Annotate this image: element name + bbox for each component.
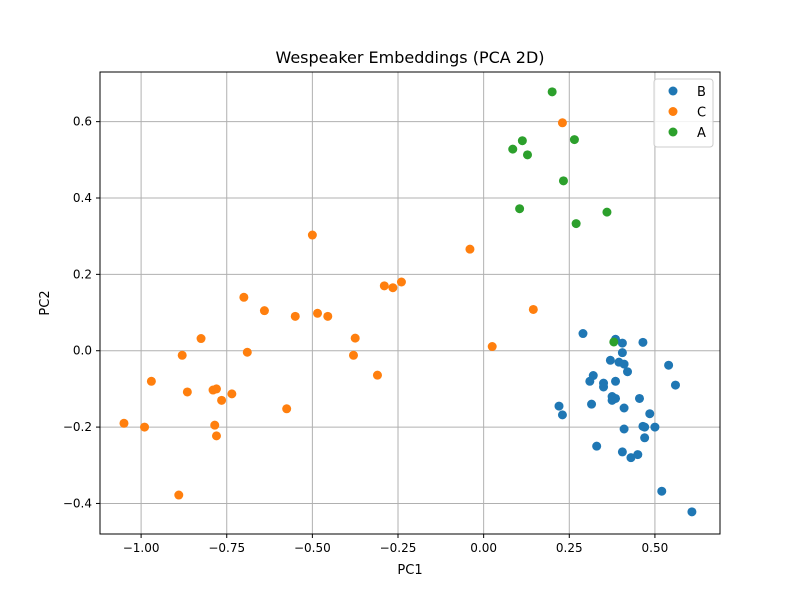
ticks-layer: −1.00 −0.75 −0.50 −0.25 0.00 0.25 0.50 −0.4 −0.2… bbox=[63, 115, 668, 555]
point-series-c bbox=[239, 292, 249, 302]
point-series-c bbox=[140, 422, 150, 432]
legend-label-c: C bbox=[697, 106, 706, 121]
point-series-a bbox=[558, 176, 568, 186]
point-series-c bbox=[388, 283, 398, 293]
point-series-c bbox=[174, 490, 184, 500]
point-series-c bbox=[242, 347, 252, 357]
point-series-b bbox=[650, 422, 660, 432]
points-layer bbox=[119, 87, 697, 517]
legend-marker-a bbox=[668, 127, 678, 137]
point-series-c bbox=[208, 385, 218, 395]
point-series-b bbox=[640, 433, 650, 443]
y-tick-label: 0.2 bbox=[73, 267, 92, 281]
point-series-c bbox=[528, 304, 538, 314]
point-series-b bbox=[578, 329, 588, 339]
point-series-b bbox=[623, 367, 633, 377]
point-series-c bbox=[487, 342, 497, 352]
point-series-a bbox=[547, 87, 557, 97]
point-series-c bbox=[196, 334, 206, 344]
point-series-b bbox=[605, 355, 615, 365]
point-series-a bbox=[571, 219, 581, 229]
point-series-c bbox=[313, 308, 323, 318]
point-series-b bbox=[592, 441, 602, 451]
legend: BCA bbox=[653, 78, 714, 148]
point-series-c bbox=[259, 306, 269, 316]
point-series-b bbox=[633, 450, 643, 460]
legend-marker-c bbox=[668, 107, 678, 116]
legend-marker-b bbox=[668, 86, 678, 96]
x-tick-label: −1.00 bbox=[123, 541, 160, 555]
point-series-b bbox=[611, 376, 621, 386]
point-series-a bbox=[602, 207, 612, 217]
point-series-b bbox=[638, 337, 648, 347]
x-tick-label: 0.25 bbox=[556, 541, 583, 555]
point-series-c bbox=[227, 389, 237, 399]
y-tick-label: −0.2 bbox=[63, 420, 92, 434]
point-series-c bbox=[217, 395, 227, 405]
point-series-b bbox=[635, 393, 645, 403]
point-series-c bbox=[146, 376, 156, 386]
x-tick-label: 0.50 bbox=[642, 541, 669, 555]
point-series-a bbox=[569, 135, 579, 145]
point-series-b bbox=[687, 507, 697, 517]
point-series-c bbox=[282, 404, 292, 414]
point-series-c bbox=[372, 370, 382, 380]
x-axis-label: PC1 bbox=[397, 563, 422, 578]
point-series-b bbox=[587, 399, 597, 409]
point-series-c bbox=[323, 311, 333, 321]
point-series-b bbox=[657, 486, 667, 496]
point-series-c bbox=[379, 281, 389, 291]
point-series-c bbox=[119, 418, 129, 428]
point-series-a bbox=[522, 150, 532, 160]
point-series-c bbox=[210, 420, 220, 430]
point-series-b bbox=[607, 395, 617, 405]
point-series-c bbox=[182, 387, 192, 397]
point-series-b bbox=[617, 338, 627, 348]
point-series-c bbox=[350, 333, 360, 343]
point-series-b bbox=[557, 410, 567, 420]
point-series-c bbox=[177, 350, 187, 360]
point-series-b bbox=[619, 424, 629, 434]
point-series-b bbox=[664, 360, 674, 370]
point-series-c bbox=[396, 277, 406, 287]
point-series-a bbox=[517, 136, 527, 146]
grid-layer bbox=[100, 72, 720, 534]
point-series-b bbox=[617, 348, 627, 358]
point-series-c bbox=[465, 244, 475, 254]
point-series-b bbox=[645, 409, 655, 419]
y-tick-label: 0.4 bbox=[73, 191, 92, 205]
legend-label-b: B bbox=[697, 85, 706, 100]
legend-label-a: A bbox=[697, 126, 706, 141]
y-tick-label: −0.4 bbox=[63, 496, 92, 510]
x-tick-label: 0.00 bbox=[470, 541, 497, 555]
x-tick-label: −0.25 bbox=[380, 541, 417, 555]
point-series-c bbox=[557, 118, 567, 128]
plot-area-frame bbox=[99, 71, 721, 535]
point-series-b bbox=[640, 422, 650, 432]
x-tick-label: −0.75 bbox=[208, 541, 245, 555]
x-tick-label: −0.50 bbox=[294, 541, 331, 555]
point-series-b bbox=[617, 447, 627, 457]
point-series-b bbox=[670, 380, 680, 390]
chart-title: Wespeaker Embeddings (PCA 2D) bbox=[275, 48, 544, 67]
legend-box bbox=[653, 78, 714, 148]
point-series-b bbox=[626, 453, 636, 463]
point-series-c bbox=[211, 431, 221, 441]
y-axis-label: PC2 bbox=[38, 290, 53, 315]
point-series-b bbox=[619, 403, 629, 413]
point-series-b bbox=[554, 401, 564, 411]
point-series-a bbox=[508, 144, 518, 154]
point-series-b bbox=[619, 359, 629, 369]
point-series-c bbox=[307, 230, 317, 240]
point-series-b bbox=[585, 376, 595, 386]
point-series-b bbox=[599, 382, 609, 392]
point-series-a bbox=[515, 204, 525, 214]
point-series-c bbox=[290, 311, 300, 321]
y-tick-label: 0.0 bbox=[73, 344, 92, 358]
point-series-a bbox=[609, 337, 619, 347]
y-tick-label: 0.6 bbox=[73, 115, 92, 129]
point-series-c bbox=[348, 350, 358, 360]
